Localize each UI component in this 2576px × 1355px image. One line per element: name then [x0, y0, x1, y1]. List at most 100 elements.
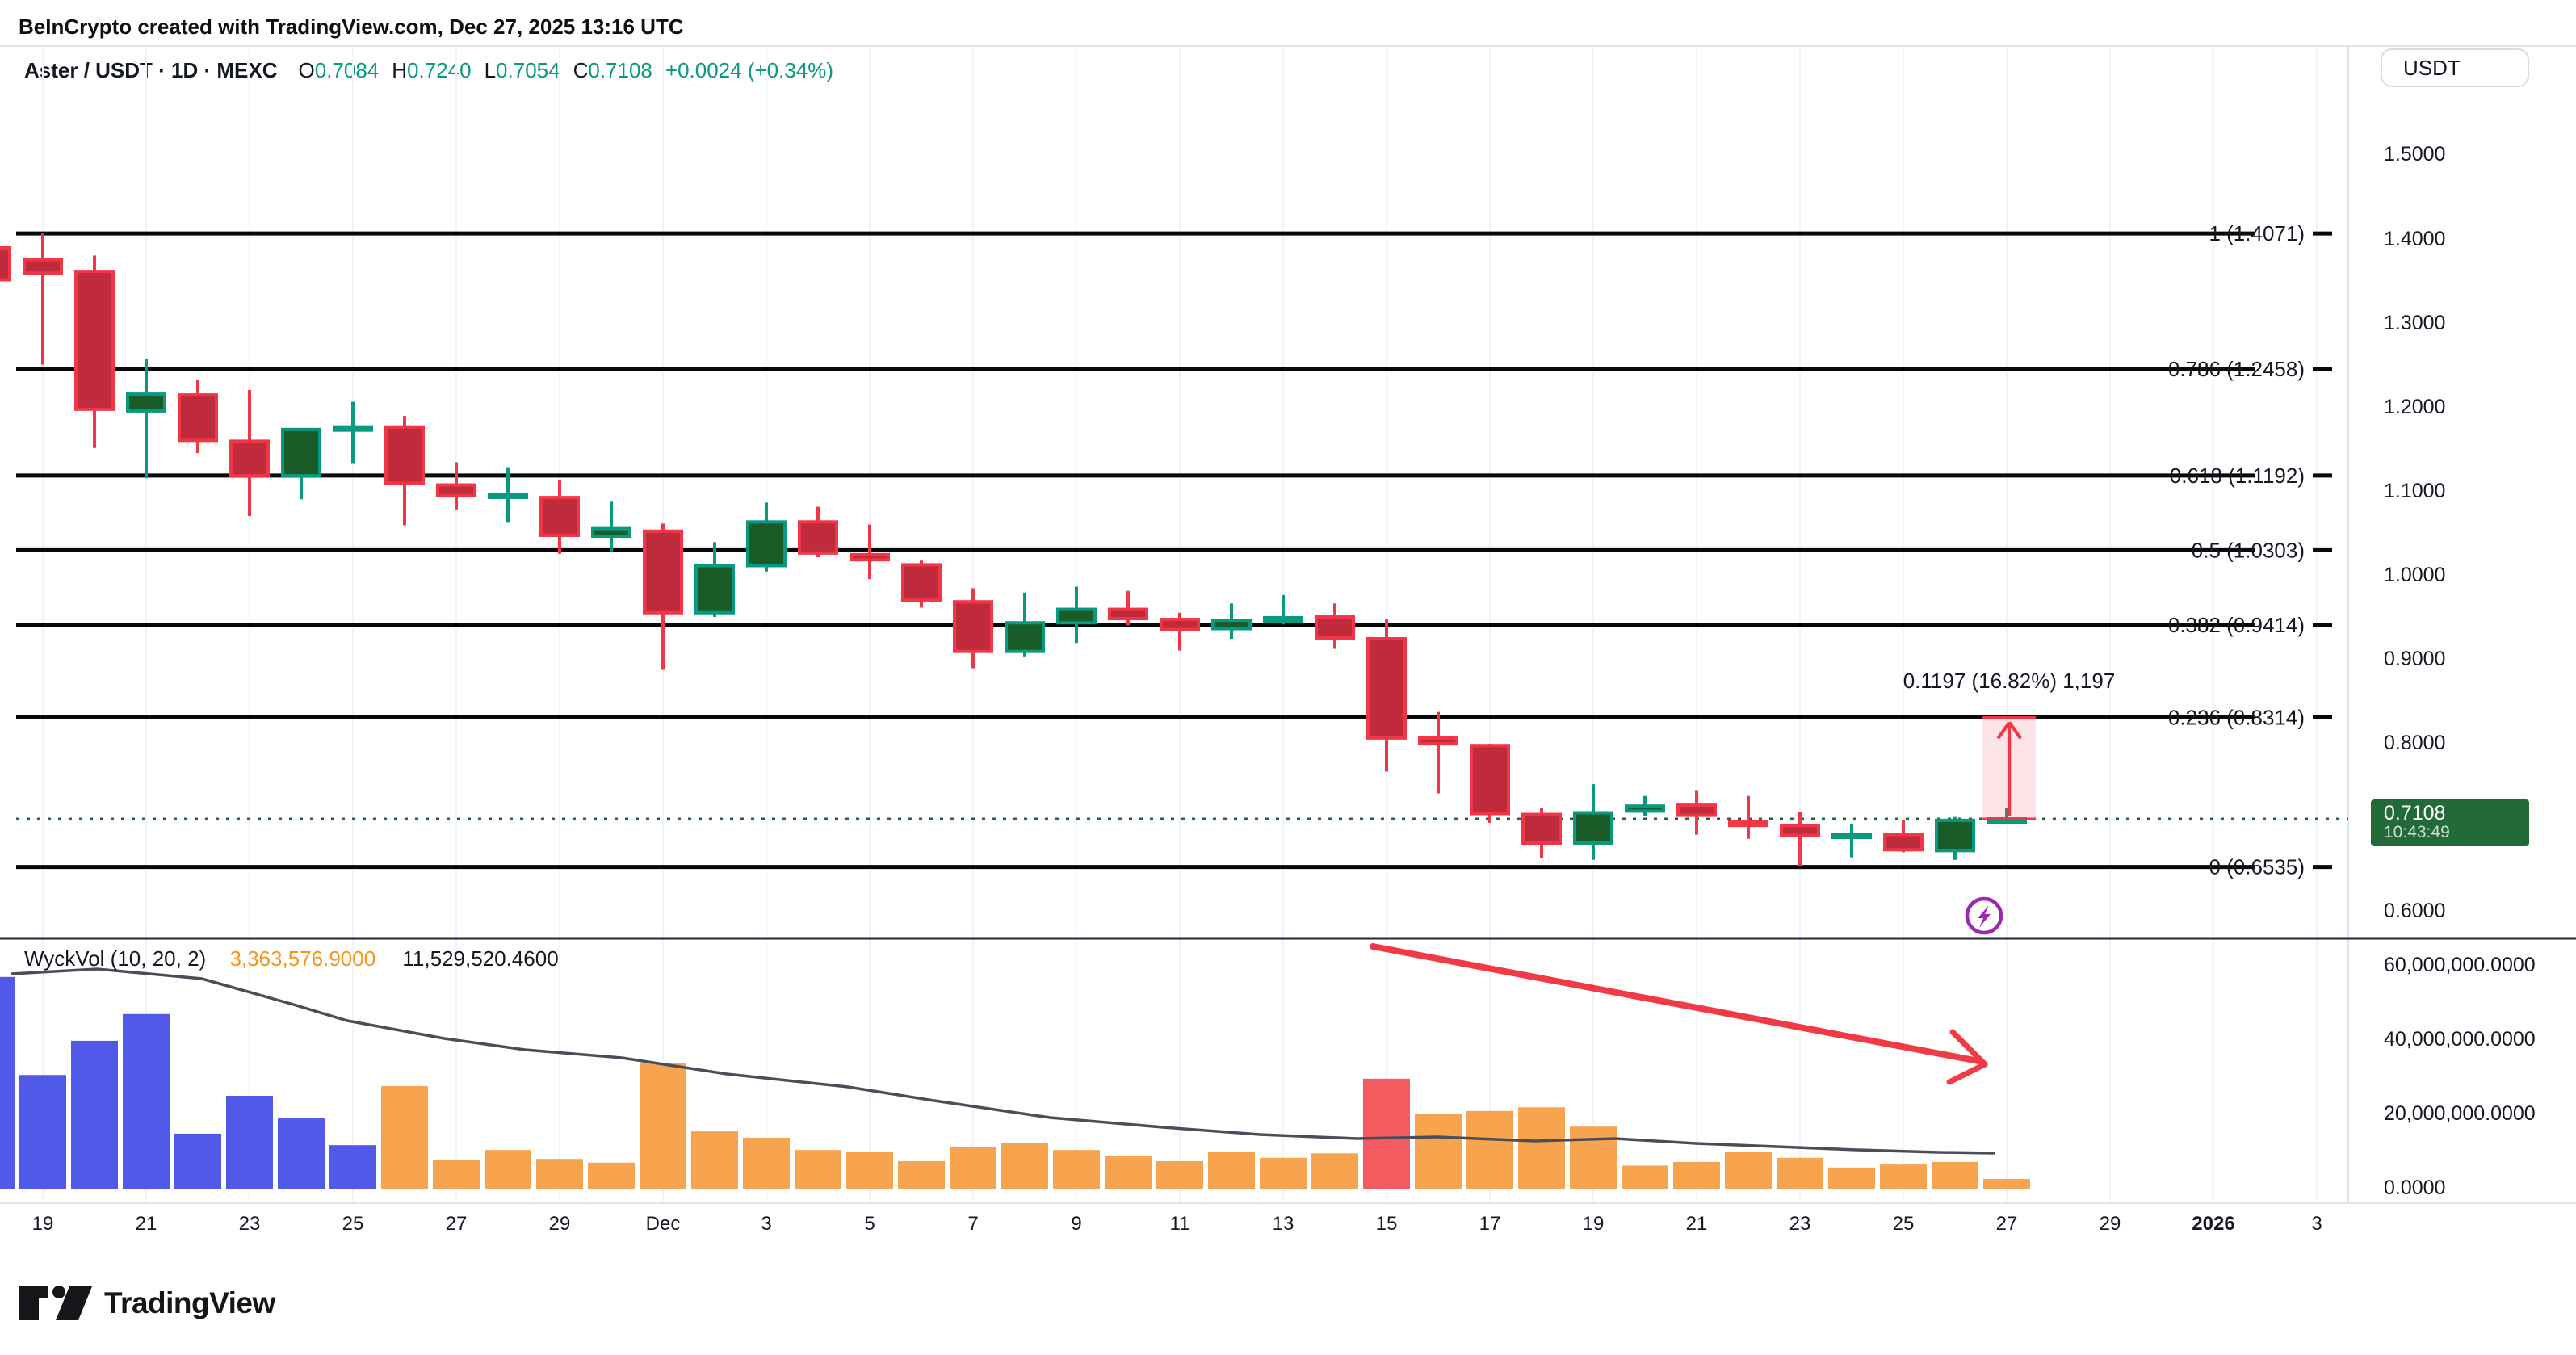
volume-bar [1673, 1161, 1720, 1189]
price-tick-label: 1.5000 [2384, 143, 2446, 166]
candle-nov-25 [333, 401, 373, 464]
candle-dec-21 [1676, 790, 1717, 835]
volume-bar [1725, 1152, 1772, 1189]
fib-level-label: 0.236 (0.8314) [2168, 705, 2305, 729]
fib-level-label: 0.786 (1.2458) [2168, 357, 2305, 381]
fib-level-label: 1 (1.4071) [2209, 221, 2305, 245]
volume-bar [640, 1063, 686, 1189]
price-tick-label: 1.0000 [2384, 563, 2446, 586]
ohlc-label: O [298, 58, 315, 82]
volume-bar [226, 1096, 273, 1189]
candle-dec-1 [643, 523, 683, 670]
candle-dec-5 [850, 524, 890, 580]
candle-dec-13 [1263, 594, 1303, 625]
ohlc-label: C [573, 58, 589, 82]
price-tick-label: 0.8000 [2384, 732, 2446, 755]
candle-dec-4 [798, 506, 838, 558]
volume-bar [433, 1160, 480, 1189]
candle-dec-8 [1005, 592, 1045, 657]
attribution-text: BeInCrypto created with TradingView.com,… [19, 15, 684, 39]
candle-dec-17 [1470, 744, 1510, 823]
indicator-legend[interactable]: WyckVol (10, 20, 2) 3,363,576.9000 11,52… [24, 946, 559, 971]
ohlc-label: L [484, 58, 497, 82]
symbol-legend[interactable]: Aster / USDT · 1D · MEXC O0.7084 H0.7240 L0… [24, 58, 833, 83]
time-tick-label: 3 [2311, 1213, 2322, 1235]
volume-bar [1208, 1152, 1255, 1189]
time-tick-label: 23 [238, 1213, 261, 1235]
time-tick-label: 21 [1685, 1213, 1708, 1235]
time-tick-label: 25 [342, 1213, 364, 1235]
time-tick-label: 21 [135, 1213, 157, 1235]
indicator-value-secondary: 11,529,520.4600 [402, 946, 559, 971]
candle-nov-28 [488, 467, 528, 523]
trend-arrow-annotation[interactable] [1370, 943, 1988, 1085]
time-tick-label: 3 [761, 1213, 772, 1235]
lightning-marker-icon[interactable] [1965, 896, 2003, 935]
volume-bar [1311, 1153, 1358, 1189]
volume-bar [1363, 1078, 1410, 1189]
candle-dec-26 [1935, 816, 1975, 860]
volume-bar [588, 1162, 635, 1189]
volume-bar [743, 1137, 790, 1189]
ohlc-value: 0.7054 [496, 58, 560, 82]
candle-dec-14 [1315, 603, 1355, 649]
volume-bar [1053, 1150, 1100, 1189]
volume-scale[interactable]: 60,000,000.0000 40,000,000.0000 20,000,000… [2350, 938, 2576, 1203]
volume-bar [795, 1150, 841, 1189]
price-tick-label: 1.4000 [2384, 227, 2446, 250]
measure-annotation[interactable] [1982, 715, 2037, 820]
candle-dec-10 [1108, 590, 1148, 626]
time-tick-label: 5 [864, 1213, 875, 1235]
volume-bar [1983, 1179, 2030, 1189]
volume-bar [1880, 1164, 1927, 1189]
price-tick-label: 0.9000 [2384, 648, 2446, 671]
time-scale[interactable]: 19 21 23 25 27 29 Dec 3 5 7 9 11 13 15 17 19 21 23 25 27 29 2… [0, 1205, 2576, 1253]
indicator-name: WyckVol (10, 20, 2) [24, 946, 207, 971]
candle-nov-20 [74, 255, 115, 448]
last-price-value: 0.7108 [2384, 802, 2446, 824]
ohlc-label: H [392, 58, 408, 82]
candle-dec-22 [1728, 795, 1768, 839]
fib-level-label: 0 (0.6535) [2209, 855, 2305, 879]
price-tick-label: 1.2000 [2384, 395, 2446, 418]
volume-bar [1518, 1107, 1565, 1189]
volume-bar [1001, 1143, 1048, 1189]
volume-tick-label: 40,000,000.0000 [2384, 1028, 2536, 1051]
ohlc-value: 0.7084 [314, 58, 380, 82]
volume-bar [1570, 1126, 1617, 1189]
candle-dec-7 [953, 588, 993, 669]
change-value: +0.0024 (+0.34%) [665, 58, 834, 82]
currency-unit-button[interactable]: USDT [2381, 48, 2529, 87]
candle-nov-23 [229, 389, 270, 517]
fib-level-label: 0.618 (1.1192) [2170, 464, 2305, 488]
volume-bar [1466, 1110, 1513, 1189]
volume-tick-label: 20,000,000.0000 [2384, 1102, 2536, 1125]
candle-nov-29 [539, 480, 580, 554]
ohlc-value: 0.7108 [588, 58, 652, 82]
candle-dec-15 [1366, 619, 1407, 772]
candle-dec-20 [1625, 795, 1665, 816]
price-tick-label: 0.6000 [2384, 900, 2446, 923]
volume-bar [71, 1040, 118, 1189]
volume-bar [381, 1086, 428, 1189]
candle-dec-6 [901, 560, 942, 608]
volume-bar [1415, 1114, 1462, 1189]
candle-dec-12 [1211, 603, 1252, 640]
time-tick-label: 27 [445, 1213, 468, 1235]
candle-nov-27 [436, 462, 476, 510]
currency-unit-label: USDT [2403, 55, 2461, 80]
time-tick-label: 29 [2099, 1213, 2121, 1235]
time-tick-label: Dec [645, 1213, 681, 1235]
candle-dec-9 [1056, 586, 1097, 644]
indicator-value-primary: 3,363,576.9000 [229, 946, 376, 971]
candle-nov-21 [126, 359, 166, 479]
time-tick-label: 25 [1892, 1213, 1915, 1235]
time-tick-label: 7 [967, 1213, 979, 1235]
price-scale[interactable]: 1.5000 1.4000 1.3000 1.2000 1.1000 1.0000 0.90… [2350, 46, 2576, 938]
candle-nov-22 [178, 380, 218, 453]
volume-tick-label: 60,000,000.0000 [2384, 954, 2536, 976]
volume-bar [1932, 1161, 1978, 1189]
volume-bar [1622, 1165, 1668, 1189]
candle-dec-11 [1160, 612, 1200, 651]
